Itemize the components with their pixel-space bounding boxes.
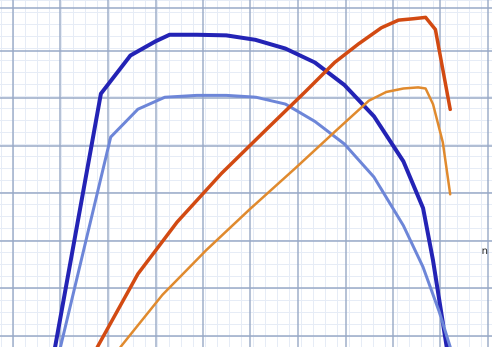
y-tick-label: n bbox=[482, 246, 488, 257]
series-layer bbox=[53, 15, 452, 347]
tick-labels: n bbox=[482, 246, 488, 257]
series-line-3 bbox=[95, 15, 452, 347]
series-line-1 bbox=[53, 32, 449, 347]
series-line-4 bbox=[119, 86, 452, 347]
series-line-2 bbox=[59, 93, 452, 347]
